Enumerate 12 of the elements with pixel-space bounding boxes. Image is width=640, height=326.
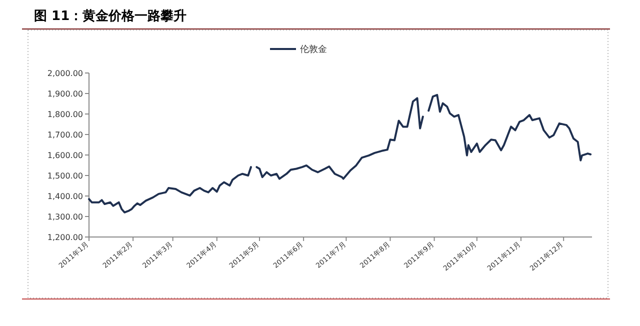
y-tick-label: 1,400.00 [47, 192, 83, 201]
y-tick-label: 1,500.00 [47, 172, 83, 180]
y-tick-label: 1,800.00 [47, 110, 83, 119]
legend: 伦敦金 [270, 45, 327, 55]
title: 图 11：黄金价格一路攀升 [34, 9, 187, 24]
y-tick-label: 1,900.00 [47, 90, 83, 98]
y-tick-label: 1,300.00 [47, 212, 83, 222]
y-tick-label: 1,600.00 [47, 151, 83, 160]
y-tick-label: 1,200.00 [47, 233, 83, 242]
y-tick-label: 1,700.00 [47, 130, 83, 140]
y-tick-label: 2,000.00 [47, 69, 83, 78]
legend-label: 伦敦金 [300, 44, 327, 55]
